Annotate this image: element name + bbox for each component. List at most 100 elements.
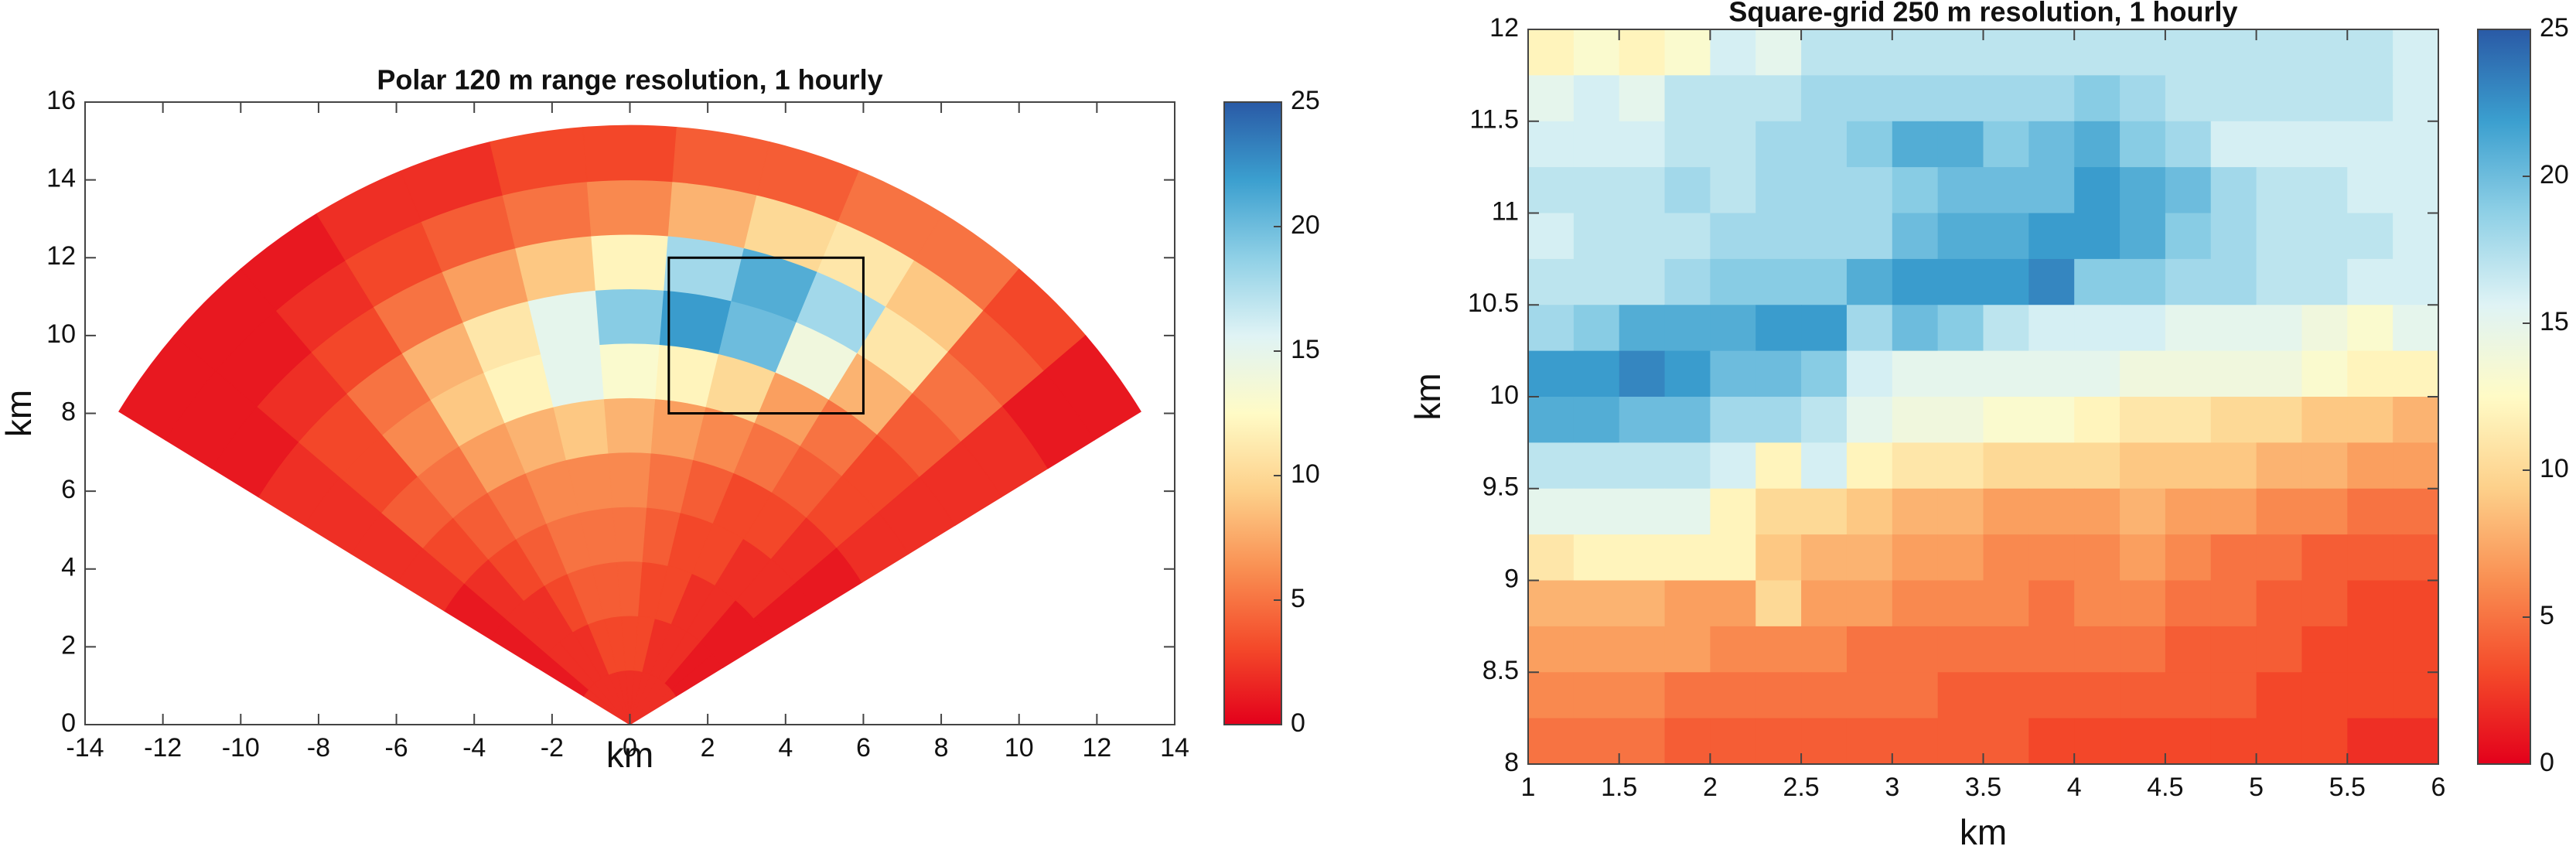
heatmap-cell: [1846, 488, 1893, 535]
heatmap-cell: [2210, 534, 2257, 581]
heatmap-cell: [2028, 350, 2075, 397]
heatmap-cell: [2028, 534, 2075, 581]
heatmap-cell: [1801, 718, 1848, 765]
heatmap-cell: [1801, 397, 1848, 443]
y-tick-label: 8: [61, 397, 76, 426]
x-tick-label: -12: [144, 733, 182, 763]
heatmap-cell: [2301, 350, 2348, 397]
heatmap-cell: [2165, 29, 2212, 76]
heatmap-cell: [1846, 121, 1893, 168]
heatmap-cell: [2393, 350, 2439, 397]
heatmap-cell: [1983, 718, 2029, 765]
heatmap-cell: [1619, 258, 1666, 305]
heatmap-cell: [2210, 121, 2257, 168]
heatmap-cell: [1528, 350, 1575, 397]
heatmap-cell: [2393, 305, 2439, 352]
heatmap-cell: [2028, 718, 2075, 765]
heatmap-cell: [1937, 305, 1984, 352]
heatmap-cell: [1664, 75, 1711, 122]
heatmap-cell: [1755, 442, 1802, 490]
heatmap-cell: [1528, 718, 1575, 765]
heatmap-cell: [1573, 75, 1620, 122]
heatmap-cell: [2210, 488, 2257, 535]
heatmap-cell: [2347, 75, 2393, 122]
heatmap-cell: [2165, 305, 2212, 352]
heatmap-cell: [1801, 442, 1848, 490]
heatmap-cell: [2028, 488, 2075, 535]
heatmap-cell: [1983, 626, 2029, 673]
heatmap-cell: [1801, 29, 1848, 76]
heatmap-cell: [2393, 580, 2439, 627]
heatmap-cell: [1983, 442, 2029, 490]
heatmap-cell: [1573, 397, 1620, 443]
heatmap-cell: [2210, 718, 2257, 765]
heatmap-cell: [1710, 718, 1756, 765]
heatmap-cell: [1983, 350, 2029, 397]
heatmap-cell: [1983, 121, 2029, 168]
heatmap-cell: [2074, 397, 2121, 443]
heatmap-cell: [2074, 442, 2121, 490]
heatmap-cell: [1846, 534, 1893, 581]
heatmap-cell: [2074, 488, 2121, 535]
heatmap-cell: [2074, 718, 2121, 765]
y-axis-label: km: [1407, 373, 1448, 420]
heatmap-cell: [2256, 580, 2302, 627]
heatmap-cell: [1755, 305, 1802, 352]
heatmap-cell: [2165, 167, 2212, 213]
heatmap-cell: [2347, 305, 2393, 352]
heatmap-cell: [2120, 29, 2166, 76]
heatmap-cell: [1937, 718, 1984, 765]
colorbar-tick-label: 0: [1291, 708, 1305, 738]
x-tick-label: 10: [1005, 733, 1034, 763]
highlight-box: [667, 256, 865, 415]
heatmap-cell: [2393, 626, 2439, 673]
heatmap-cell: [1801, 626, 1848, 673]
heatmap-cell: [1892, 350, 1939, 397]
heatmap-cell: [1846, 580, 1893, 627]
x-axis-label: km: [606, 735, 653, 775]
heatmap-cell: [2165, 672, 2212, 719]
heatmap-cell: [2120, 75, 2166, 122]
heatmap-cell: [2120, 258, 2166, 305]
heatmap-cell: [1528, 305, 1575, 352]
heatmap-cell: [2301, 305, 2348, 352]
heatmap-cell: [2256, 75, 2302, 122]
x-tick-label: 2: [1703, 773, 1718, 802]
heatmap-cell: [1664, 258, 1711, 305]
heatmap-cell: [1573, 580, 1620, 627]
heatmap-cell: [2347, 121, 2393, 168]
polar-cell: [595, 288, 665, 345]
heatmap-cell: [1755, 350, 1802, 397]
heatmap-cell: [2028, 75, 2075, 122]
heatmap-cell: [2028, 580, 2075, 627]
heatmap-cell: [1892, 305, 1939, 352]
heatmap-cell: [1619, 442, 1666, 490]
heatmap-cell: [1528, 213, 1575, 260]
colorbar-tick-label: 15: [2540, 307, 2569, 336]
heatmap-cell: [1892, 442, 1939, 490]
heatmap-cell: [1619, 213, 1666, 260]
heatmap-cell: [1937, 580, 1984, 627]
heatmap-cell: [2393, 258, 2439, 305]
heatmap-cell: [2256, 488, 2302, 535]
x-tick-label: 1.5: [1601, 773, 1637, 802]
heatmap-cell: [1619, 167, 1666, 213]
y-tick-label: 10.5: [1468, 288, 1519, 318]
x-axis-label: km: [1960, 812, 2007, 852]
heatmap-cell: [2028, 29, 2075, 76]
heatmap-cell: [1983, 213, 2029, 260]
heatmap-cell: [2165, 397, 2212, 443]
heatmap-cell: [1710, 626, 1756, 673]
heatmap-cell: [1937, 488, 1984, 535]
heatmap-cell: [2256, 29, 2302, 76]
x-tick-label: 2.5: [1783, 773, 1819, 802]
heatmap-cell: [1755, 29, 1802, 76]
heatmap-cell: [2074, 672, 2121, 719]
heatmap-cell: [1983, 397, 2029, 443]
polar-cell: [603, 397, 657, 454]
heatmap-cell: [1937, 350, 1984, 397]
heatmap-cell: [2120, 213, 2166, 260]
heatmap-cell: [2301, 75, 2348, 122]
heatmap-cell: [1892, 488, 1939, 535]
